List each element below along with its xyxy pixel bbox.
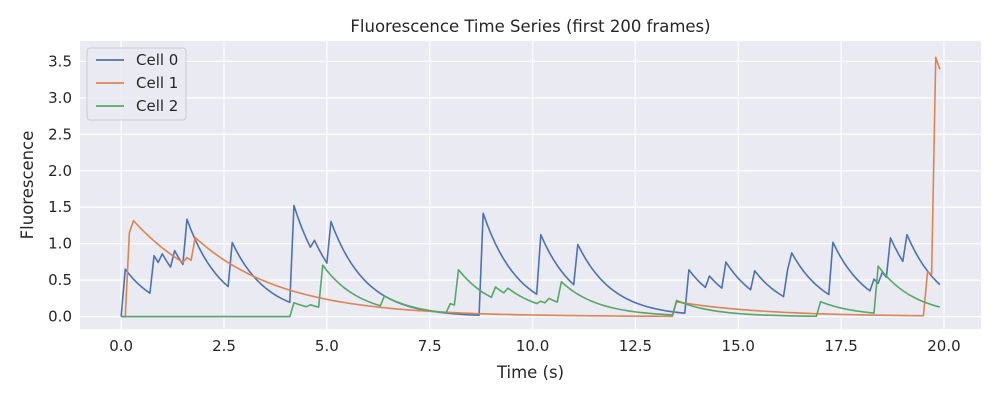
series-lines <box>120 56 941 318</box>
x-tick-label: 20.0 <box>927 337 960 355</box>
legend-label: Cell 0 <box>136 51 178 69</box>
y-tick-label: 3.5 <box>48 52 72 70</box>
x-tick-labels: 0.0 2.5 5.0 7.5 10.0 12.5 15.0 17.5 20.0 <box>109 337 960 355</box>
y-tick-label: 1.0 <box>48 235 72 253</box>
x-axis-label: Time (s) <box>496 363 564 382</box>
series-line-cell-1 <box>121 56 941 318</box>
x-tick-label: 2.5 <box>212 337 236 355</box>
chart-title: Fluorescence Time Series (first 200 fram… <box>350 17 710 36</box>
legend: Cell 0 Cell 1 Cell 2 <box>86 47 187 121</box>
x-tick-label: 17.5 <box>824 337 857 355</box>
legend-label: Cell 2 <box>136 97 178 115</box>
y-tick-labels: 0.0 0.5 1.0 1.5 2.0 2.5 3.0 3.5 <box>48 52 72 325</box>
y-axis-label: Fluorescence <box>18 131 37 240</box>
x-tick-label: 12.5 <box>619 337 652 355</box>
x-tick-label: 10.0 <box>516 337 549 355</box>
series-line-cell-0 <box>120 204 941 317</box>
plot-background <box>80 41 981 329</box>
x-tick-label: 15.0 <box>722 337 755 355</box>
series-line-cell-2 <box>121 264 941 318</box>
y-tick-label: 1.5 <box>48 198 72 216</box>
grid <box>80 41 981 329</box>
y-tick-label: 0.5 <box>48 271 72 289</box>
y-tick-label: 2.0 <box>48 162 72 180</box>
y-tick-label: 2.5 <box>48 125 72 143</box>
x-tick-label: 0.0 <box>109 337 133 355</box>
y-tick-label: 0.0 <box>48 308 72 326</box>
x-tick-label: 7.5 <box>418 337 442 355</box>
y-tick-label: 3.0 <box>48 89 72 107</box>
legend-label: Cell 1 <box>136 74 178 92</box>
legend-box <box>86 47 187 121</box>
x-tick-label: 5.0 <box>315 337 339 355</box>
